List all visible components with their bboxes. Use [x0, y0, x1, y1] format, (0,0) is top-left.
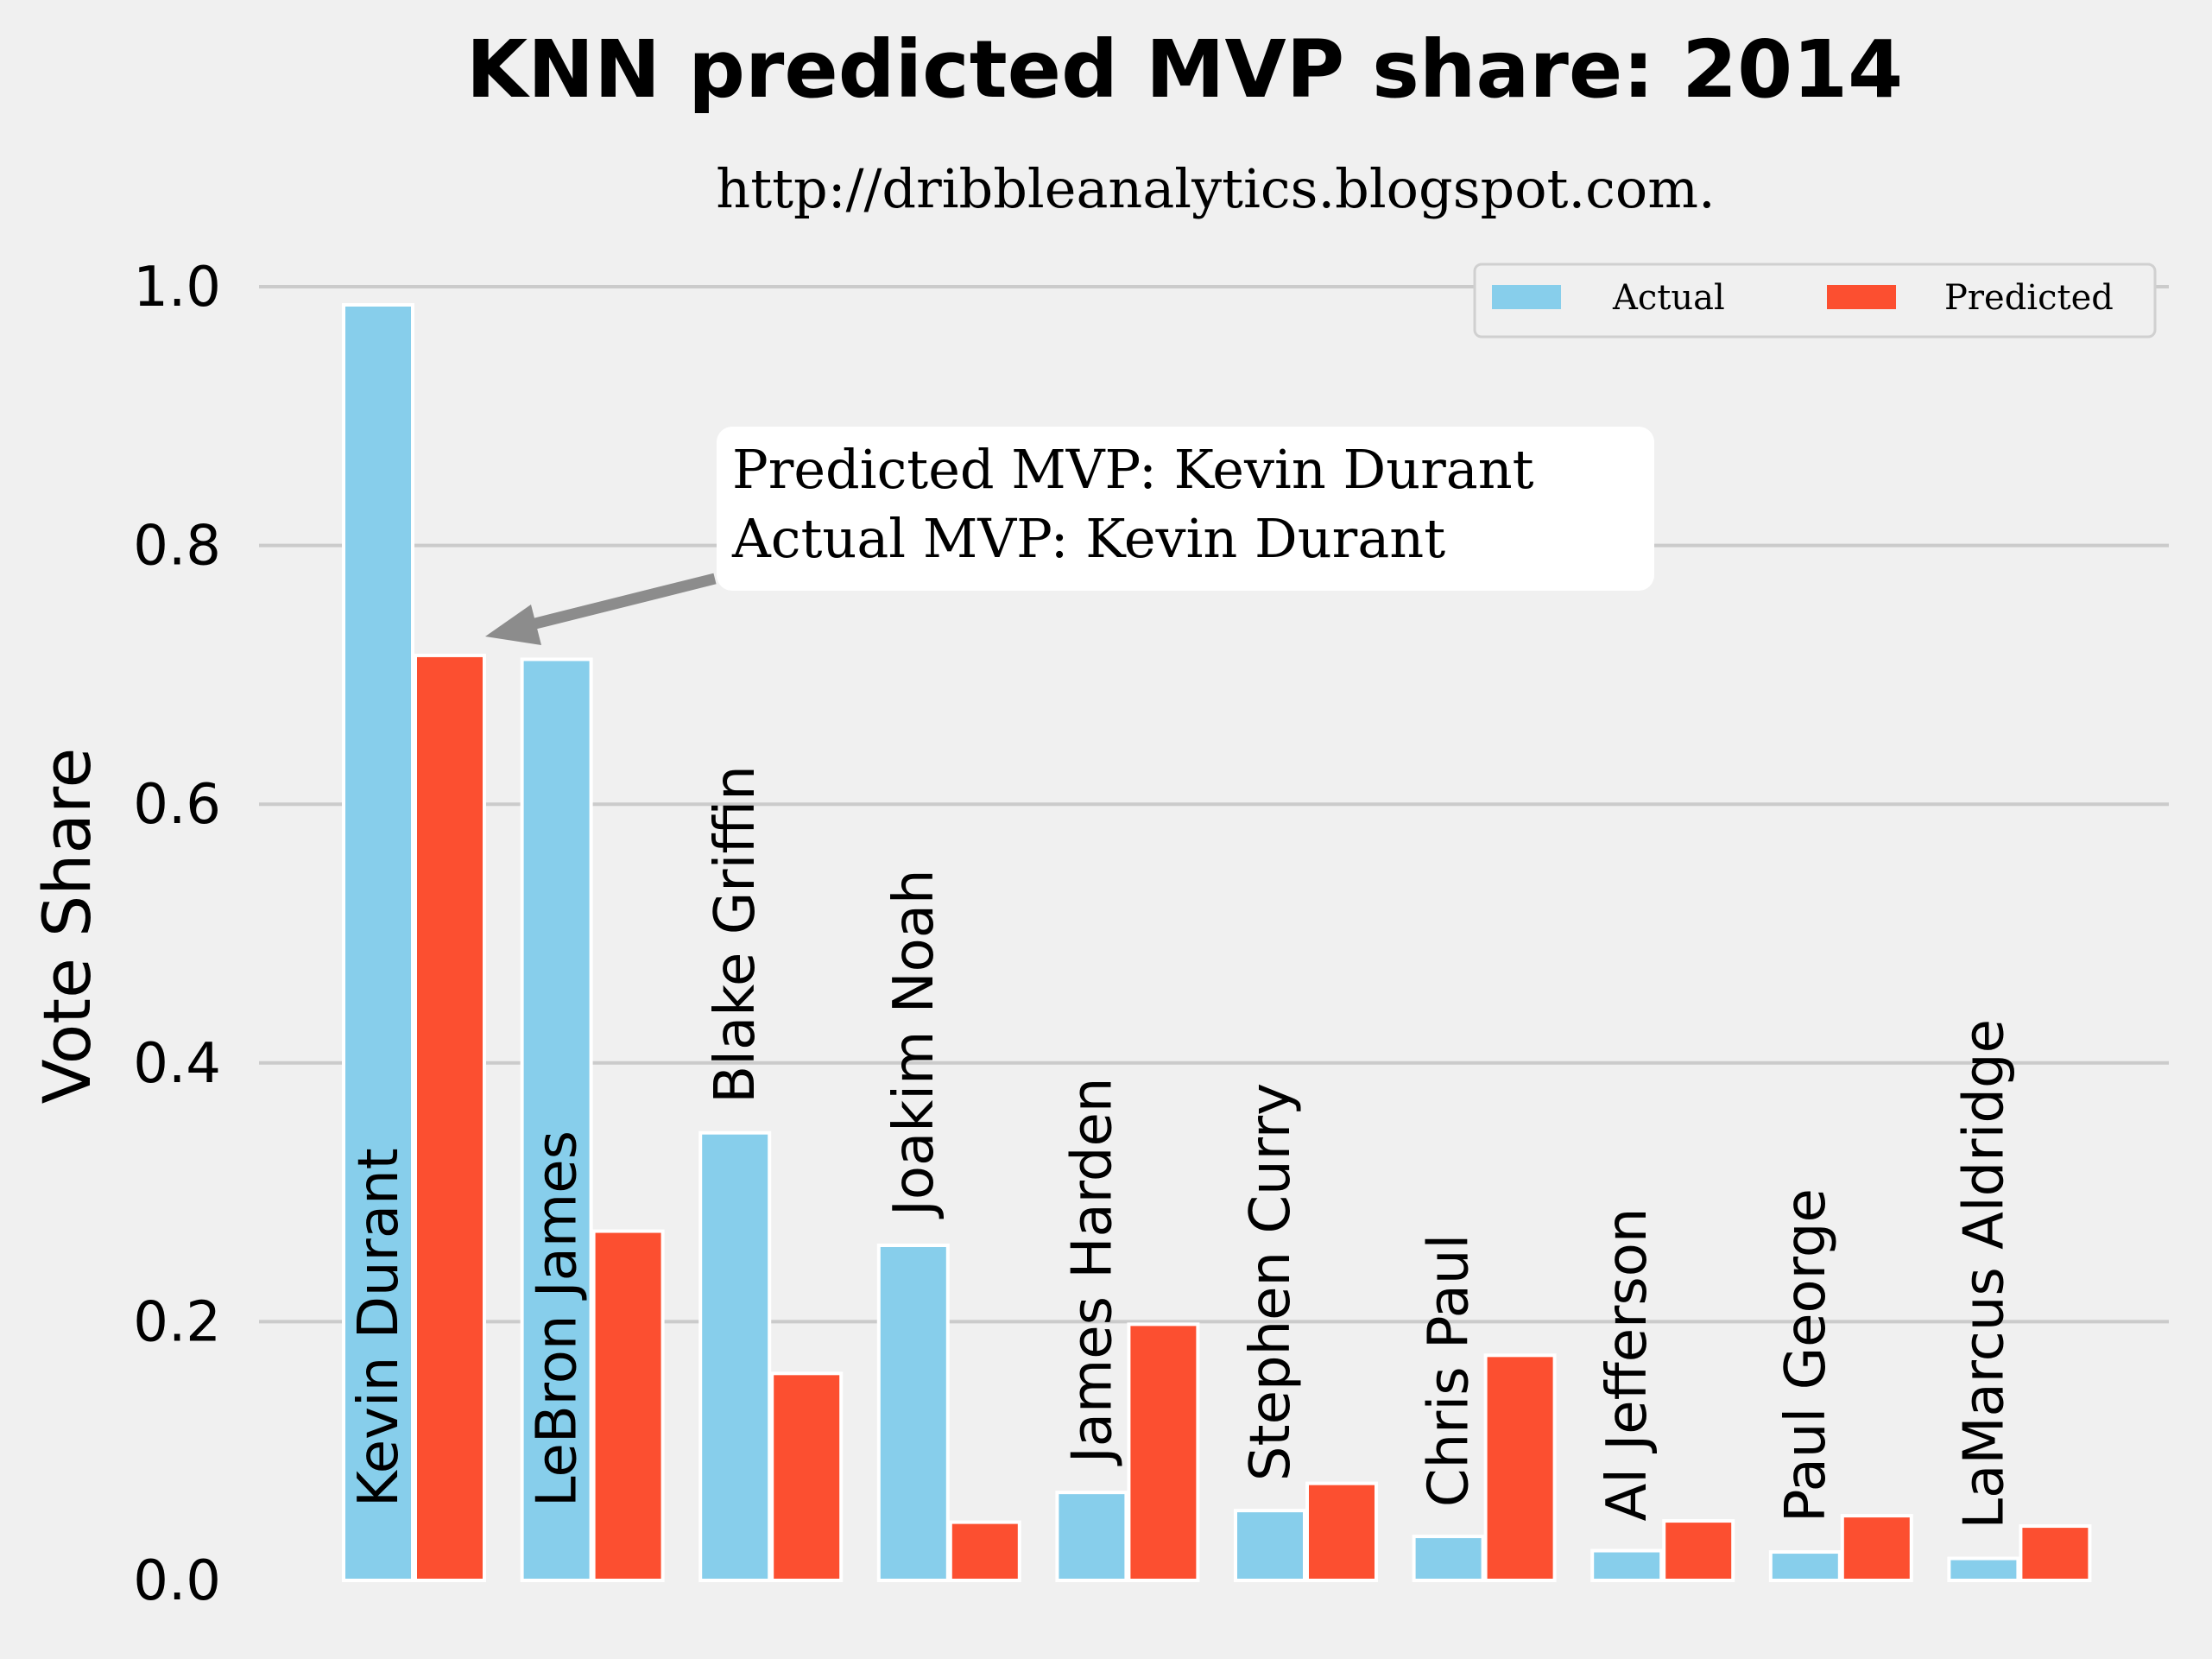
chart-title: KNN predicted MVP share: 2014 [466, 23, 1903, 116]
bar-actual [342, 302, 414, 1582]
y-tick-label: 0.8 [133, 515, 221, 579]
annotation-arrow-shaft [527, 573, 717, 631]
bar-actual [1768, 1550, 1842, 1582]
bar-predicted [1305, 1481, 1378, 1583]
player-label: Blake Griffin [704, 765, 768, 1104]
y-tick-label: 0.4 [133, 1032, 221, 1096]
mvp-annotation: Predicted MVP: Kevin Durant Actual MVP: … [485, 427, 1654, 645]
legend-label-predicted: Predicted [1944, 278, 2114, 318]
y-axis-ticks: 0.0 0.2 0.4 0.6 0.8 1.0 [133, 256, 221, 1613]
y-tick-label: 0.6 [133, 773, 221, 837]
bar-predicted [770, 1371, 844, 1582]
bar-actual [1234, 1509, 1306, 1583]
legend-label-actual: Actual [1612, 278, 1725, 318]
player-label: LaMarcus Aldridge [1952, 1019, 2016, 1529]
bar-actual [876, 1244, 950, 1582]
bar-predicted [591, 1229, 665, 1583]
player-label: Kevin Durant [347, 1148, 411, 1507]
legend-box [1473, 263, 2157, 339]
chart-subtitle: http://dribbleanalytics.blogspot.com. [716, 157, 1715, 220]
annotation-arrow-head [485, 605, 541, 645]
player-labels: Kevin Durant LeBron James Blake Griffin Joa… [347, 765, 2016, 1529]
bar-actual [698, 1130, 772, 1582]
bar-actual [1590, 1548, 1664, 1583]
bar-actual [520, 657, 593, 1583]
annotation-line-1: Predicted MVP: Kevin Durant [732, 438, 1534, 501]
y-axis-label: Vote Share [28, 748, 105, 1105]
legend-swatch-predicted [1827, 285, 1896, 309]
annotation-line-2: Actual MVP: Kevin Durant [731, 507, 1445, 570]
player-label: LeBron James [526, 1130, 590, 1507]
legend: Actual Predicted [1473, 263, 2157, 339]
bar-actual [1055, 1491, 1128, 1582]
bar-predicted [1483, 1353, 1557, 1583]
bar-predicted [414, 653, 486, 1582]
bar-predicted [1127, 1322, 1200, 1582]
player-label: Stephen Curry [1239, 1083, 1303, 1481]
annotation-box [717, 427, 1654, 591]
player-label: Al Jefferson [1596, 1208, 1659, 1522]
bar-actual [1947, 1556, 2020, 1583]
bar-predicted [1662, 1519, 1735, 1583]
y-tick-label: 0.2 [133, 1290, 221, 1354]
player-label: James Harden [1060, 1078, 1124, 1467]
bar-predicted [948, 1520, 1021, 1582]
player-label: Paul George [1774, 1188, 1838, 1523]
legend-swatch-actual [1492, 285, 1561, 309]
player-label: Chris Paul [1418, 1234, 1482, 1507]
bars [342, 302, 2092, 1583]
bar-predicted [1840, 1514, 1913, 1582]
y-tick-label: 0.0 [133, 1549, 221, 1613]
bar-predicted [2019, 1524, 2092, 1582]
y-tick-label: 1.0 [133, 256, 221, 320]
bar-actual [1412, 1535, 1485, 1582]
player-label: Joakim Noah [882, 869, 946, 1219]
